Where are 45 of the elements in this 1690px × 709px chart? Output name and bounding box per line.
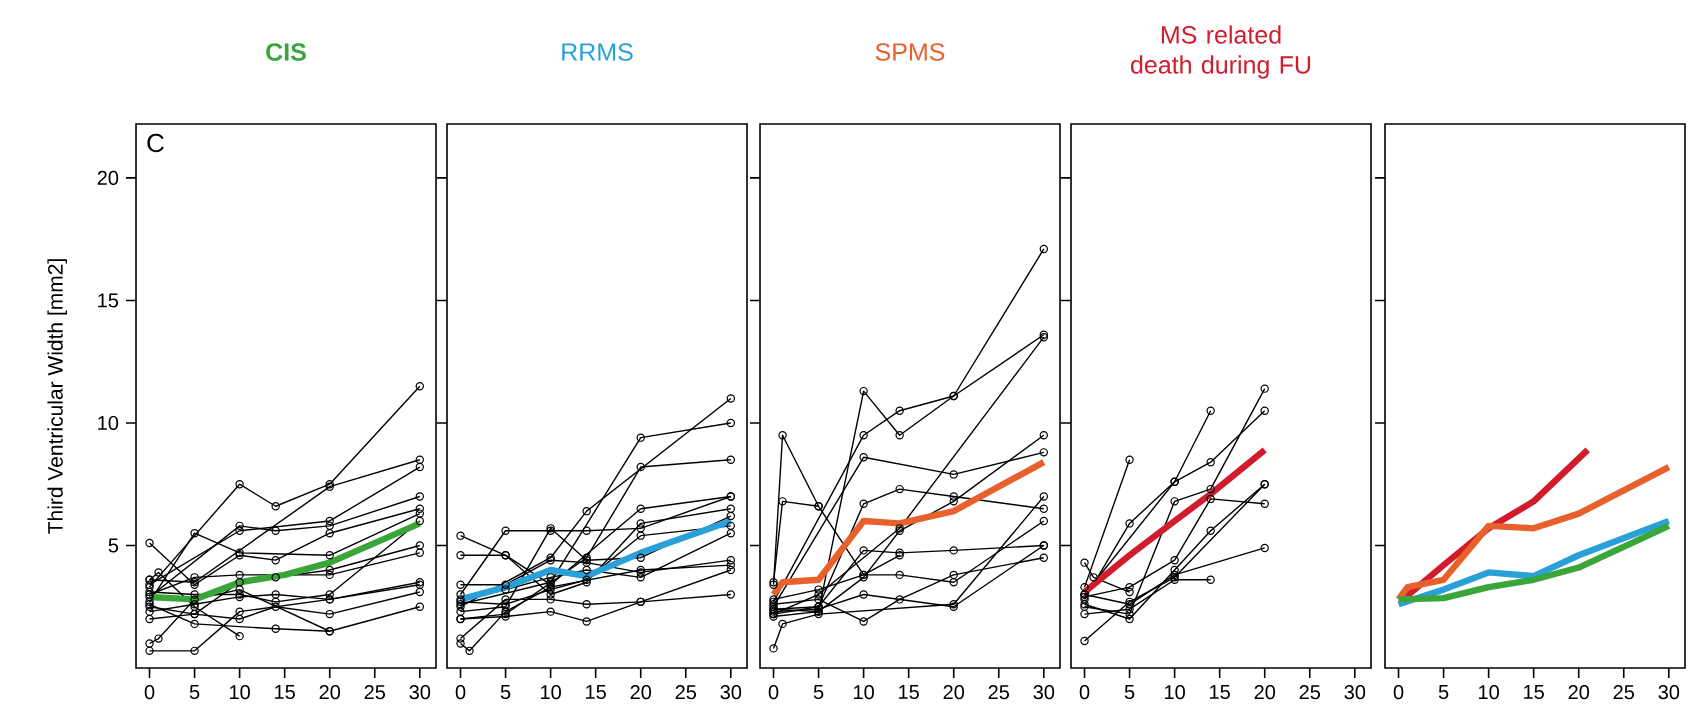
- x-tick-label: 5: [813, 685, 824, 700]
- x-tick-label: 30: [720, 685, 742, 700]
- x-tick-label: 0: [1079, 685, 1090, 700]
- x-tick-label: 10: [230, 685, 250, 700]
- x-tick-label: 30: [1033, 685, 1055, 700]
- x-tick-label: 15: [586, 685, 606, 700]
- x-tick-label: 25: [364, 685, 386, 700]
- x-tick-label: 0: [1393, 685, 1404, 700]
- x-tick-label: 20: [630, 685, 652, 700]
- x-tick-label: 15: [1210, 685, 1230, 700]
- y-tick-label: 10: [98, 415, 119, 431]
- x-tick-label: 20: [319, 685, 341, 700]
- x-tick-label: 5: [500, 685, 511, 700]
- x-tick-label: 5: [1124, 685, 1135, 700]
- x-tick-label: 25: [988, 685, 1010, 700]
- x-tick-label: 5: [189, 685, 200, 700]
- x-tick-label: 5: [1438, 685, 1449, 700]
- x-tick-label: 20: [1568, 685, 1590, 700]
- x-tick-label: 20: [943, 685, 965, 700]
- x-tick-label: 30: [1344, 685, 1366, 700]
- chart-title: CIS: [266, 43, 306, 61]
- annotation: C: [147, 133, 164, 153]
- x-tick-label: 25: [1613, 685, 1635, 700]
- chart-title: RRMS: [562, 43, 633, 61]
- x-tick-label: 30: [409, 685, 431, 700]
- y-tick-label: 15: [98, 293, 119, 308]
- y-tick-label: 20: [97, 170, 119, 185]
- x-tick-label: 30: [1658, 685, 1680, 700]
- chart-title: MS related death during FU: [1131, 25, 1311, 79]
- x-tick-label: 10: [854, 685, 874, 700]
- x-tick-label: 10: [1479, 685, 1499, 700]
- x-tick-label: 0: [455, 685, 466, 700]
- x-tick-label: 25: [675, 685, 697, 700]
- x-tick-label: 10: [1165, 685, 1185, 700]
- y-tick-label: 5: [108, 538, 119, 553]
- y-axis-title: Third Ventricular Width [mm2]: [47, 259, 67, 534]
- chart-title: SPMS: [875, 43, 945, 61]
- x-tick-label: 0: [144, 685, 155, 700]
- x-tick-label: 15: [275, 685, 295, 700]
- x-tick-label: 15: [1524, 685, 1544, 700]
- x-tick-label: 10: [541, 685, 561, 700]
- x-tick-label: 25: [1299, 685, 1321, 700]
- x-tick-label: 20: [1254, 685, 1276, 700]
- x-tick-label: 15: [899, 685, 919, 700]
- x-tick-label: 0: [768, 685, 779, 700]
